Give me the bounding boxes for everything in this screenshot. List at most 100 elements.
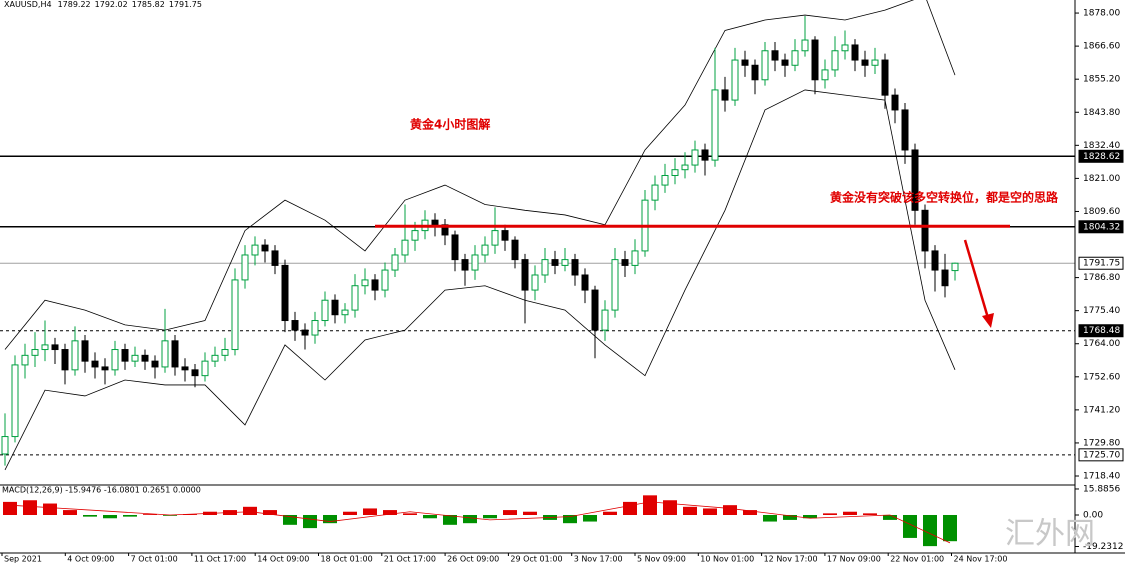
candle-body bbox=[41, 344, 49, 351]
candle-body bbox=[341, 309, 349, 316]
candle-body bbox=[111, 349, 119, 371]
candle-body bbox=[591, 289, 599, 331]
y-tick-label: 1718.40 bbox=[1083, 472, 1120, 482]
candle-body bbox=[671, 169, 679, 176]
x-tick-label: 18 Oct 01:00 bbox=[321, 555, 373, 563]
candle-body bbox=[801, 39, 809, 52]
macd-bar bbox=[823, 513, 837, 515]
x-tick-label: 4 Oct 09:00 bbox=[67, 555, 114, 563]
candle-body bbox=[281, 264, 289, 322]
macd-bar bbox=[363, 508, 377, 515]
candle-body bbox=[771, 50, 779, 61]
macd-bar bbox=[843, 511, 857, 515]
candle-body bbox=[11, 364, 19, 438]
candle-body bbox=[931, 250, 939, 271]
candle-body bbox=[451, 234, 459, 261]
candle-body bbox=[511, 239, 519, 261]
x-tick-label: 26 Oct 09:00 bbox=[447, 555, 499, 563]
arrow-shaft bbox=[963, 239, 990, 319]
candle-body bbox=[921, 209, 929, 252]
candle-body bbox=[371, 279, 379, 291]
candle-body bbox=[261, 244, 269, 252]
candle-body bbox=[71, 340, 79, 371]
candle-body bbox=[381, 269, 389, 291]
candle-body bbox=[871, 59, 879, 66]
x-tick-label: 7 Oct 01:00 bbox=[131, 555, 178, 563]
candle-body bbox=[681, 164, 689, 171]
macd-signal bbox=[9, 501, 951, 544]
x-tick-label: 10 Nov 01:00 bbox=[700, 555, 754, 563]
candle-body bbox=[221, 349, 229, 356]
candle-body bbox=[531, 274, 539, 291]
candle-body bbox=[741, 59, 749, 66]
candle-body bbox=[651, 184, 659, 201]
candle-body bbox=[31, 349, 39, 356]
level-label: 1828.62 bbox=[1083, 152, 1120, 162]
candle-body bbox=[291, 320, 299, 331]
y-tick-label: 1855.20 bbox=[1083, 75, 1120, 85]
candle-body bbox=[171, 340, 179, 368]
macd-bar bbox=[443, 514, 457, 525]
macd-bar bbox=[183, 514, 197, 515]
candle-body bbox=[811, 39, 819, 81]
arrow bbox=[963, 239, 994, 328]
level-label-box bbox=[1078, 220, 1124, 234]
arrow-head bbox=[982, 313, 994, 328]
candle-body bbox=[711, 89, 719, 161]
candle-body bbox=[181, 366, 189, 371]
level-label: 1791.75 bbox=[1083, 259, 1120, 269]
macd-bar bbox=[343, 511, 357, 515]
level-label-box bbox=[1078, 448, 1124, 462]
watermark: 汇外网 bbox=[1005, 517, 1095, 552]
candle-body bbox=[231, 279, 239, 351]
macd-bar bbox=[723, 505, 737, 515]
macd-bar bbox=[503, 510, 517, 515]
level-label: 1768.48 bbox=[1083, 326, 1120, 336]
candle-body bbox=[241, 254, 249, 281]
macd-bar bbox=[623, 501, 637, 515]
candle-body bbox=[831, 50, 839, 71]
level-label: 1725.70 bbox=[1083, 450, 1120, 460]
candle-body bbox=[721, 89, 729, 101]
candle-body bbox=[781, 59, 789, 66]
candle-body bbox=[361, 279, 369, 287]
macd-bar bbox=[23, 500, 37, 515]
candle-body bbox=[321, 299, 329, 322]
macd-pane bbox=[3, 495, 957, 547]
y-tick-label: 1786.80 bbox=[1083, 273, 1120, 283]
macd-bar bbox=[43, 503, 57, 515]
macd-bar bbox=[603, 511, 617, 515]
macd-bar bbox=[3, 501, 17, 515]
candle-body bbox=[141, 354, 149, 362]
candle-body bbox=[881, 59, 889, 96]
annotation: 黄金4小时图解 bbox=[410, 117, 490, 132]
macd-bar bbox=[803, 514, 817, 519]
macd-bar bbox=[643, 495, 657, 515]
candle-body bbox=[351, 285, 359, 311]
macd-label: MACD(12,26,9) -15.9476 -16.0801 0.2651 0… bbox=[2, 486, 201, 495]
candle-body bbox=[821, 69, 829, 81]
macd-bar bbox=[83, 514, 97, 517]
candle-body bbox=[301, 329, 309, 336]
y-tick-label: 1729.80 bbox=[1083, 438, 1120, 448]
macd-tick-label: 0.00 bbox=[1083, 510, 1103, 520]
candle-body bbox=[941, 269, 949, 287]
candle-body bbox=[751, 64, 759, 81]
x-tick-label: 11 Oct 17:00 bbox=[194, 555, 246, 563]
macd-bar bbox=[123, 514, 137, 517]
y-tick-label: 1878.00 bbox=[1083, 9, 1120, 19]
macd-bar bbox=[143, 514, 157, 515]
x-tick-label: 14 Oct 09:00 bbox=[257, 555, 309, 563]
candle-body bbox=[21, 354, 29, 366]
x-tick-label: 17 Nov 09:00 bbox=[827, 555, 881, 563]
candle-body bbox=[891, 94, 899, 111]
candle-body bbox=[91, 360, 99, 368]
candle-body bbox=[951, 262, 959, 272]
candle-body bbox=[51, 344, 59, 351]
candle-body bbox=[461, 259, 469, 271]
macd-bar bbox=[243, 506, 257, 515]
y-tick-label: 1843.80 bbox=[1083, 108, 1120, 118]
macd-tick-label: 15.8856 bbox=[1083, 484, 1120, 494]
